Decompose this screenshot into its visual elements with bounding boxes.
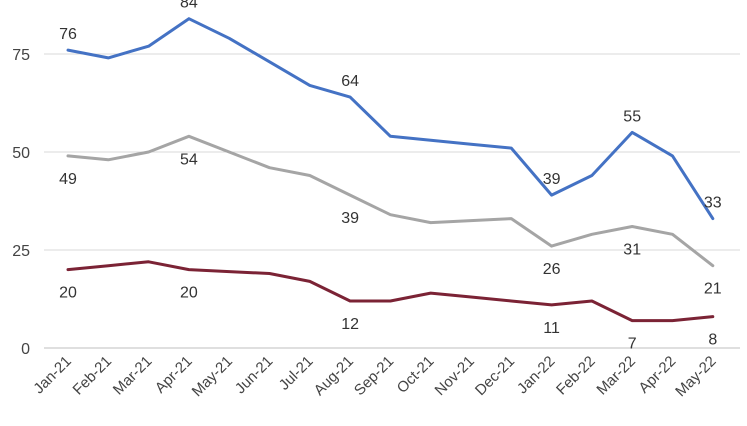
x-tick-label: Feb-22	[553, 353, 599, 399]
x-tick-label: Jun-21	[232, 353, 276, 397]
x-tick-label: Jan-21	[30, 353, 74, 397]
data-label: 7	[628, 336, 637, 353]
series-lines	[66, 17, 715, 323]
data-label: 21	[704, 281, 722, 298]
data-label: 39	[341, 210, 359, 227]
series-line-3	[66, 260, 715, 323]
x-tick-label: May-21	[189, 353, 236, 400]
x-tick-label: Mar-22	[593, 353, 639, 399]
x-tick-label: Aug-21	[311, 353, 357, 399]
data-label: 11	[543, 320, 560, 337]
series-line-2	[66, 134, 715, 268]
data-labels: 76 84 64 39 55 33 49 54 39 26 31 21 20 20 12 11 7 8	[59, 0, 722, 353]
x-tick-label: Oct-21	[394, 353, 438, 397]
data-label: 31	[623, 241, 641, 258]
series-line-1	[66, 17, 715, 221]
gridlines	[44, 53, 740, 349]
y-tick-label: 25	[12, 243, 30, 260]
data-label: 12	[341, 316, 359, 333]
x-tick-label: May-22	[672, 353, 719, 400]
x-tick-label: Mar-21	[110, 353, 156, 399]
data-label: 76	[59, 26, 77, 43]
data-label: 84	[180, 0, 198, 12]
data-label: 26	[543, 261, 561, 278]
x-tick-label: Dec-21	[472, 353, 518, 399]
y-tick-label: 75	[12, 47, 30, 64]
y-axis-ticks: 0 25 50 75	[12, 47, 30, 358]
x-tick-label: Nov-21	[432, 353, 478, 399]
data-label: 20	[180, 285, 198, 302]
data-label: 20	[59, 285, 77, 302]
data-label: 55	[623, 108, 641, 125]
x-tick-label: Feb-21	[69, 353, 115, 399]
data-label: 8	[708, 332, 717, 349]
data-label: 49	[59, 171, 77, 188]
x-tick-label: Sep-21	[351, 353, 397, 399]
x-tick-label: Jan-22	[514, 353, 558, 397]
y-tick-label: 0	[21, 341, 30, 358]
data-label: 39	[543, 171, 561, 188]
data-label: 54	[180, 151, 198, 168]
y-tick-label: 50	[12, 145, 30, 162]
data-label: 33	[704, 195, 722, 212]
data-label: 64	[341, 73, 359, 90]
